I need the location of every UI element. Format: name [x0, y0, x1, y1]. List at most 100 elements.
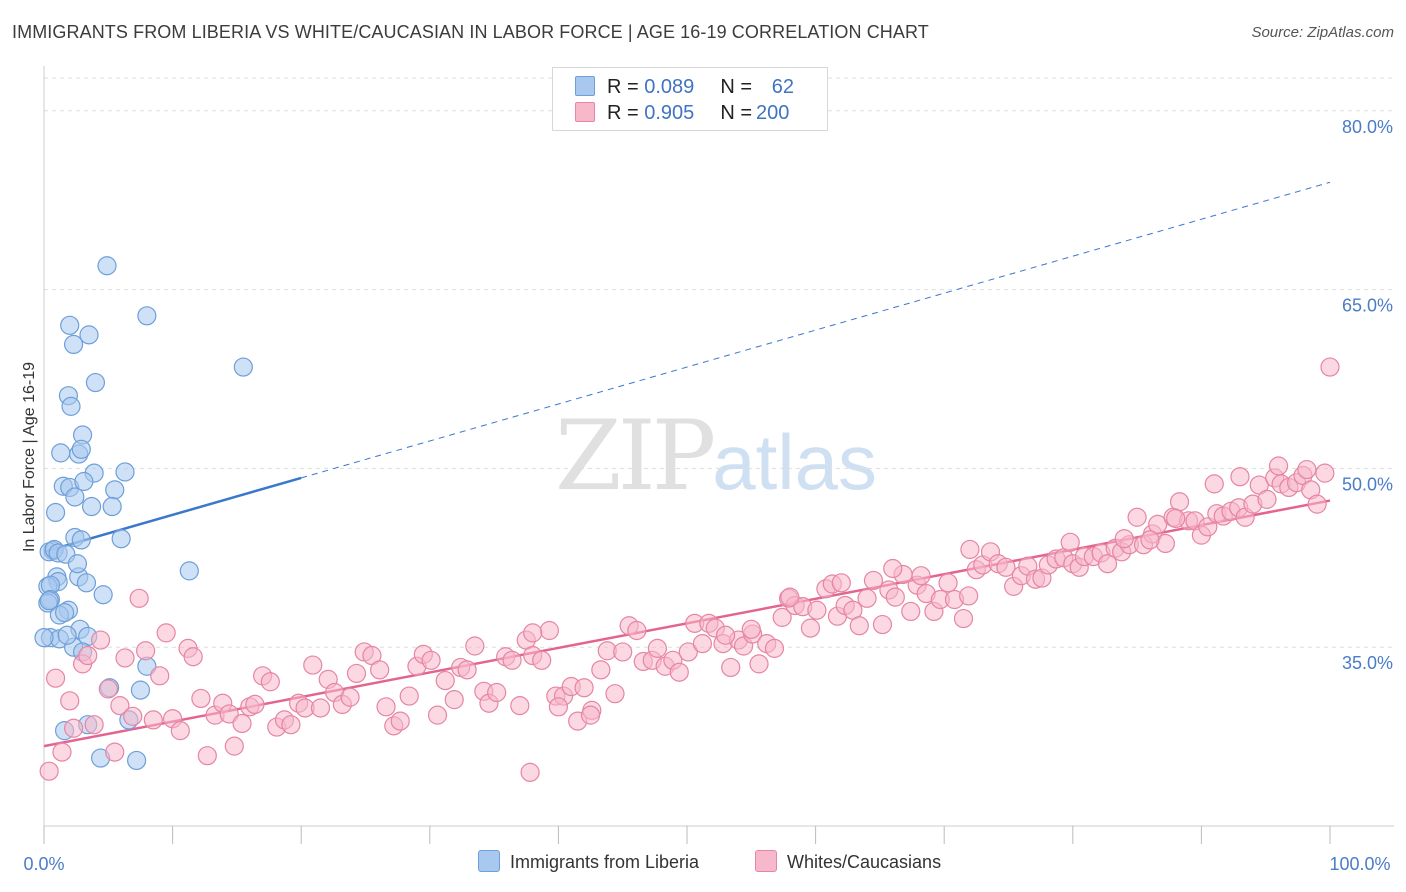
legend-swatch-whites — [575, 102, 595, 122]
data-point — [1166, 508, 1186, 529]
y-tick-label: 50.0% — [1342, 474, 1393, 494]
data-point — [39, 591, 59, 611]
legend-r-value: 0.089 — [644, 76, 695, 98]
y-tick-label: 35.0% — [1342, 653, 1393, 673]
data-point — [435, 670, 455, 691]
y-tick-label: 80.0% — [1342, 117, 1393, 137]
data-point — [901, 601, 921, 622]
data-point — [245, 694, 265, 715]
data-point — [60, 691, 80, 711]
data-point — [1127, 507, 1147, 527]
data-point — [715, 625, 736, 645]
data-point — [34, 628, 54, 648]
trend-line-liberia-extension — [301, 181, 1331, 479]
data-point — [90, 630, 111, 650]
data-point — [340, 687, 360, 707]
data-point — [1148, 514, 1168, 535]
data-point — [539, 620, 559, 641]
data-point — [102, 496, 122, 517]
data-point — [520, 762, 540, 782]
data-point — [115, 462, 135, 482]
data-point — [197, 746, 217, 766]
data-points — [34, 256, 1340, 782]
axis-labels: 35.0% 50.0% 65.0% 80.0% 0.0% 100.0% In Labor F… — [21, 117, 1393, 874]
data-point — [281, 715, 301, 735]
y-tick-label: 65.0% — [1342, 296, 1393, 316]
data-point — [1297, 459, 1317, 480]
data-point — [883, 558, 903, 579]
data-point — [65, 487, 85, 507]
data-point — [71, 439, 91, 459]
data-point — [370, 660, 390, 680]
legend-r-value: 0.905 — [644, 102, 695, 124]
axes — [43, 66, 1394, 844]
y-axis-label: In Labor Force | Age 16-19 — [21, 362, 38, 552]
data-point — [1268, 456, 1289, 476]
data-point — [376, 697, 396, 717]
data-point — [627, 620, 647, 641]
data-point — [51, 443, 71, 463]
data-point — [170, 721, 190, 741]
data-point — [831, 573, 851, 593]
data-point — [126, 750, 147, 771]
data-point — [232, 713, 252, 734]
data-point — [60, 315, 80, 335]
data-point — [105, 480, 125, 500]
data-point — [959, 586, 979, 606]
data-point — [81, 496, 102, 517]
data-point — [74, 471, 94, 492]
data-point — [487, 682, 507, 703]
data-point — [98, 679, 118, 699]
data-point — [1060, 532, 1080, 552]
data-point — [110, 696, 130, 716]
data-point — [67, 554, 88, 574]
data-point — [390, 711, 410, 731]
data-point — [548, 697, 569, 717]
legend-swatch-liberia — [575, 76, 595, 96]
legend-n-label: N = — [720, 102, 752, 124]
data-point — [721, 657, 741, 678]
data-point — [1320, 357, 1340, 377]
data-point — [45, 502, 66, 523]
data-point — [54, 603, 75, 623]
data-point — [523, 623, 543, 643]
data-point — [938, 573, 958, 593]
data-point — [1257, 489, 1277, 509]
data-point — [78, 645, 98, 666]
data-point — [61, 396, 81, 416]
trend-lines — [43, 181, 1331, 748]
data-point — [39, 761, 59, 781]
data-point — [502, 650, 522, 670]
data-point — [591, 660, 611, 680]
x-tick-label-start: 0.0% — [23, 854, 64, 874]
data-point — [156, 623, 176, 643]
legend-item-liberia: Immigrants from Liberia — [478, 850, 699, 873]
data-point — [692, 634, 713, 654]
data-point — [111, 529, 131, 549]
data-point — [63, 718, 84, 738]
data-point — [872, 614, 893, 635]
data-point — [807, 600, 827, 620]
data-point — [1198, 517, 1218, 537]
data-point — [76, 573, 97, 593]
data-point — [191, 688, 211, 709]
data-point — [772, 607, 792, 627]
data-point — [953, 608, 974, 629]
watermark-zip: ZIP — [555, 400, 716, 512]
data-point — [45, 668, 66, 688]
data-point — [1114, 529, 1134, 549]
watermark-atlas: atlas — [712, 418, 877, 506]
watermark: ZIPatlas — [555, 400, 877, 512]
data-point — [1169, 492, 1190, 512]
data-point — [911, 566, 931, 586]
data-point — [303, 655, 323, 675]
data-point — [150, 666, 170, 686]
chart-source: Source: ZipAtlas.com — [1251, 24, 1394, 41]
data-point — [183, 647, 203, 667]
series-whites — [39, 357, 1340, 782]
data-point — [105, 742, 125, 762]
data-point — [427, 705, 448, 725]
legend-row-whites: R = 0.905 N = 200 — [575, 102, 796, 128]
data-point — [421, 650, 441, 670]
data-point — [135, 641, 156, 661]
